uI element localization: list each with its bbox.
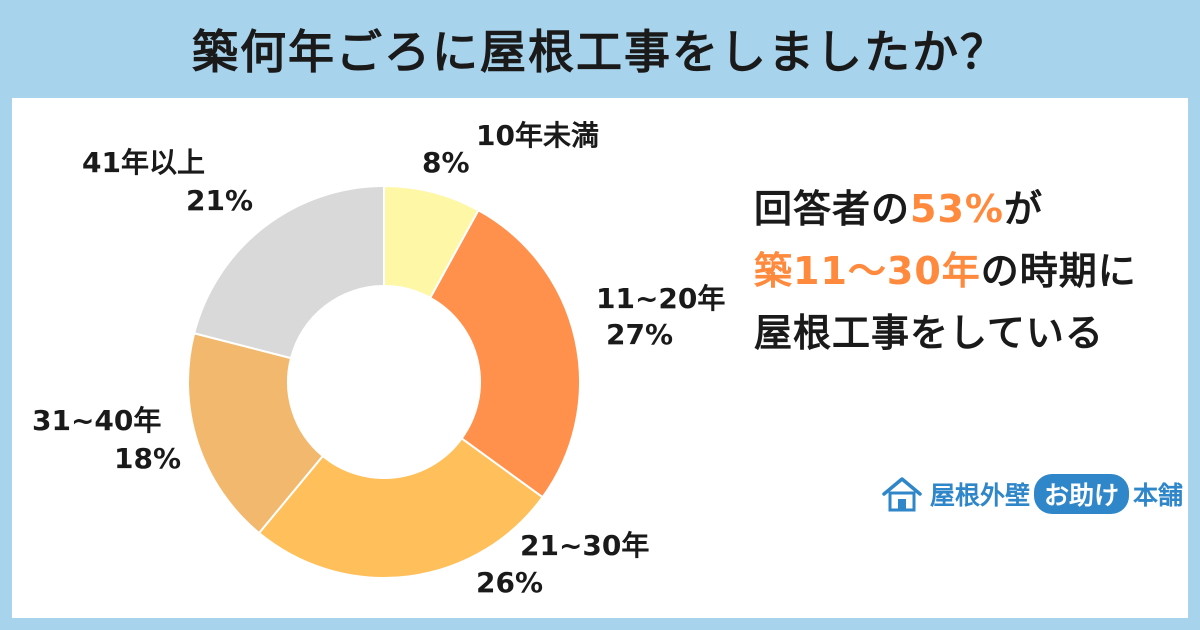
- brand-name-part1: 屋根外壁: [930, 481, 1031, 510]
- summary-highlight-years: 築11〜30年: [754, 249, 981, 293]
- summary-line-3: 屋根工事をしている: [754, 311, 1104, 355]
- summary-line-2: 築11〜30年の時期に: [754, 240, 1137, 302]
- slice-label-0: 10年未満 8%: [422, 119, 599, 179]
- summary-line2-suffix: の時期に: [980, 249, 1137, 293]
- category-label-0: 10年未満: [476, 119, 599, 152]
- donut-slice-4: [192, 184, 385, 360]
- page-title: 築何年ごろに屋根工事をしましたか？: [192, 25, 1008, 79]
- slice-label-3: 31~40年 18%: [32, 404, 181, 475]
- category-label-4: 41年以上: [82, 146, 205, 179]
- category-label-1: 11~20年: [596, 282, 725, 315]
- donut-slice-1: [428, 208, 581, 499]
- donut-slices: [187, 184, 581, 579]
- donut-slice-2: [257, 437, 544, 579]
- slice-label-4: 41年以上 21%: [82, 146, 253, 217]
- summary-line-1: 回答者の53%が: [754, 178, 1137, 240]
- value-label-1: 27%: [606, 318, 673, 351]
- slice-label-1: 11~20年 27%: [596, 282, 725, 351]
- value-label-3: 18%: [114, 442, 181, 475]
- summary-highlight-percent: 53%: [910, 187, 1004, 231]
- value-label-2: 26%: [476, 566, 543, 599]
- category-label-2: 21~30年: [520, 529, 649, 562]
- brand-logo: 屋根外壁 お助け 本舗: [880, 474, 1184, 514]
- title-bar: 築何年ごろに屋根工事をしましたか？: [0, 0, 1200, 98]
- category-label-3: 31~40年: [32, 404, 161, 437]
- slice-label-2: 21~30年 26%: [476, 529, 649, 599]
- donut-slice-3: [187, 332, 325, 535]
- summary-line1-text: 回答者の: [754, 187, 911, 231]
- summary-line1-suffix: が: [1003, 187, 1043, 231]
- brand-name-part2: 本舗: [1133, 481, 1184, 510]
- house-icon: [882, 477, 922, 512]
- brand-name-pill: お助け: [1034, 474, 1130, 514]
- value-label-4: 21%: [186, 184, 253, 217]
- value-label-0: 8%: [422, 146, 470, 179]
- summary-text: 回答者の53%が 築11〜30年の時期に 屋根工事をしている: [754, 178, 1137, 364]
